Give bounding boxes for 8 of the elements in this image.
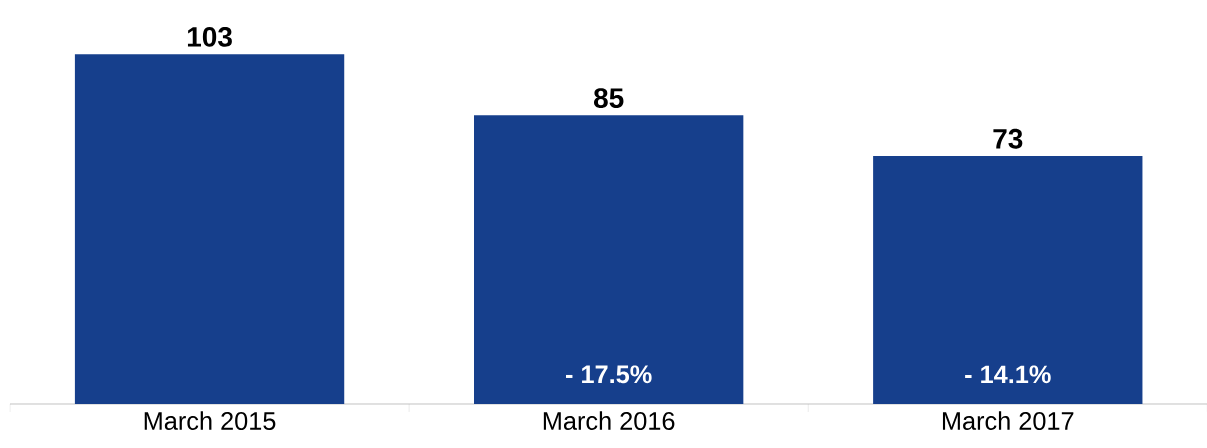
- x-tick-label: March 2015: [144, 411, 276, 430]
- data-label: 85: [593, 88, 624, 108]
- annotation: - 17.5%: [566, 365, 652, 384]
- data-label: 103: [187, 26, 232, 47]
- annotation: - 14.1%: [965, 365, 1051, 384]
- data-label: 73: [993, 128, 1023, 149]
- x-tick-label: March 2016: [543, 411, 675, 430]
- x-tick-label: March 2017: [942, 411, 1074, 430]
